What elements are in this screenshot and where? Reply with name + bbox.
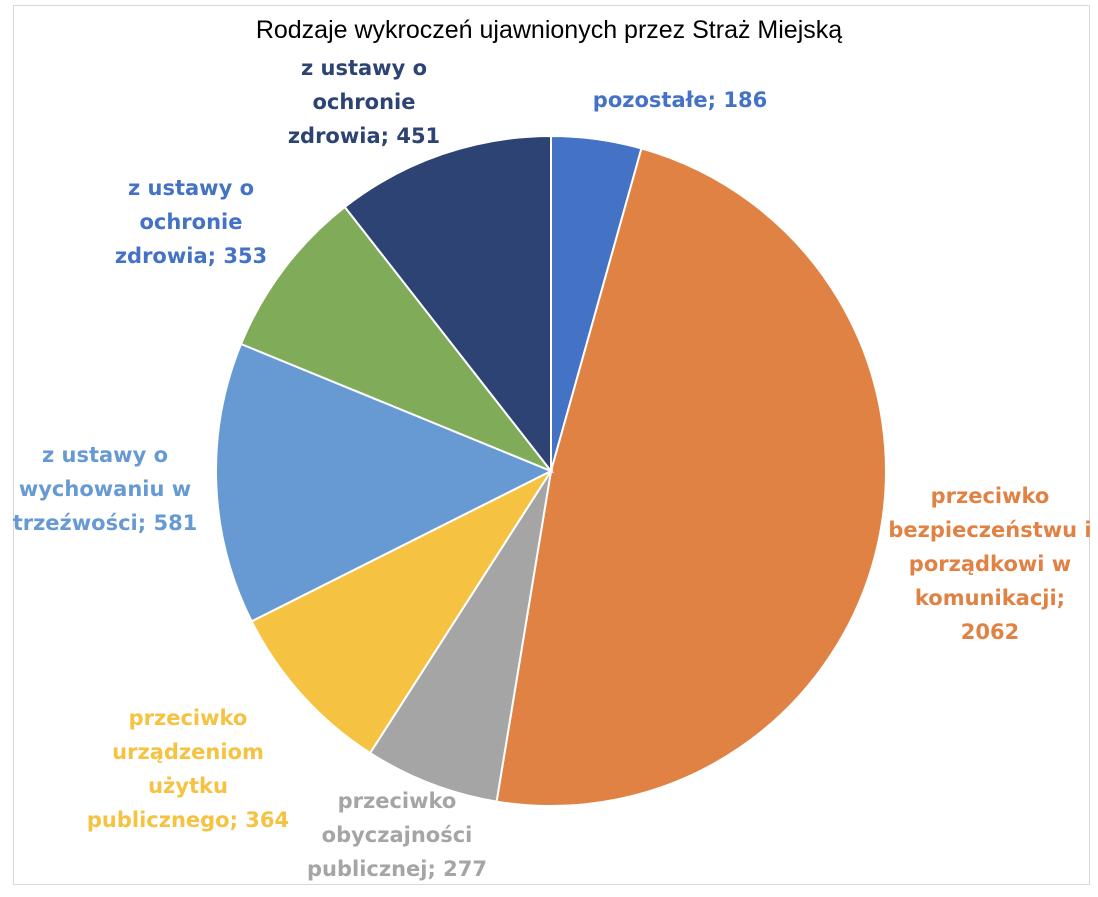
slice-data-label-line: przeciwko: [931, 484, 1050, 508]
slice-data-label-line: przeciwko: [129, 706, 248, 730]
slice-data-label-line: zdrowia; 353: [115, 244, 267, 268]
slice-data-label: z ustawy o wychowaniu w trzeźwości; 581: [13, 443, 198, 535]
slice-data-label-line: urządzeniom: [112, 740, 264, 764]
slice-data-label-line: publicznego; 364: [87, 808, 289, 832]
slice-data-label-line: pozostałe; 186: [593, 88, 767, 112]
slice-data-label-line: 2062: [961, 620, 1019, 644]
slice-data-label-line: bezpieczeństwu i: [888, 518, 1091, 542]
slice-data-label-line: z ustawy o: [301, 56, 427, 80]
pie-slice: [215, 342, 554, 623]
slice-data-label: z ustawy o ochronie zdrowia; 451: [288, 56, 440, 148]
pie-slice: [495, 147, 887, 807]
slice-data-label-line: ochronie: [312, 90, 415, 114]
pie-slice: [368, 470, 552, 803]
slice-data-label-line: użytku: [148, 774, 228, 798]
slice-data-label-line: trzeźwości; 581: [13, 511, 198, 535]
slice-data-label-line: z ustawy o: [128, 176, 254, 200]
slice-data-label-line: ochronie: [139, 210, 242, 234]
chart-title: Rodzaje wykroczeń ujawnionych przez Stra…: [255, 16, 843, 44]
slice-data-label-line: zdrowia; 451: [288, 124, 440, 148]
slice-data-label: pozostałe; 186: [593, 88, 767, 112]
slice-data-label: przeciwko urządzeniom użytku publicznego; 3…: [87, 706, 289, 832]
slice-data-label-line: obyczajności: [322, 823, 473, 847]
slice-data-label-line: przeciwko: [338, 789, 457, 813]
slice-data-label: przeciwko obyczajności publicznej; 277: [307, 789, 487, 881]
slice-data-label: z ustawy o ochronie zdrowia; 353: [115, 176, 267, 268]
slice-data-label-line: porządkowi w: [909, 552, 1071, 576]
pie-slice: [239, 205, 555, 474]
slice-data-label-line: wychowaniu w: [19, 477, 191, 501]
pie-slice: [250, 468, 554, 755]
pie-slice: [343, 134, 552, 474]
slice-data-label-line: komunikacji;: [915, 586, 1065, 610]
slice-data-label-line: z ustawy o: [42, 443, 168, 467]
slice-data-label: przeciwko bezpieczeństwu i porządkowi w kom…: [888, 484, 1091, 644]
slice-data-label-line: publicznej; 277: [307, 857, 487, 881]
